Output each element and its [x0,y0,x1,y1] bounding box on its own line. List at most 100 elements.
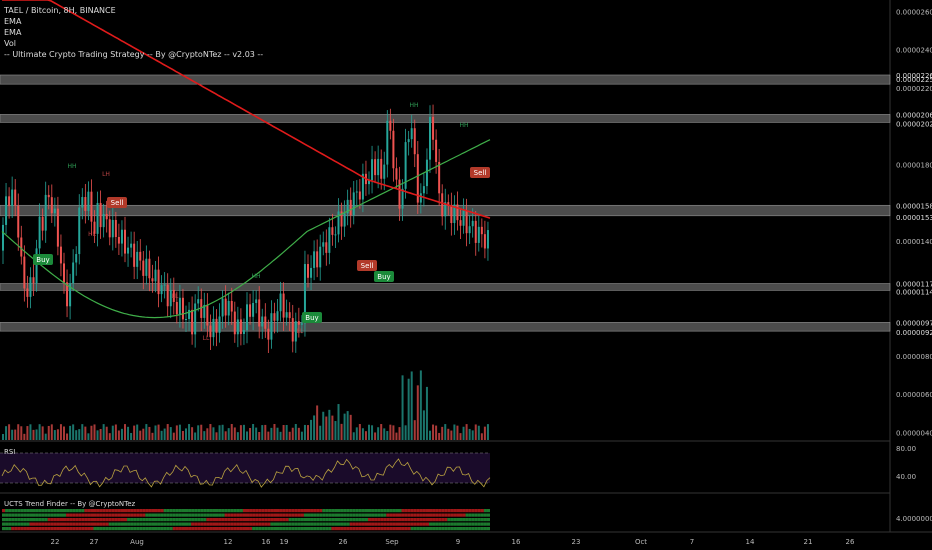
candle-body [340,211,343,227]
trend-cell [361,527,365,531]
volume-bar [477,425,480,440]
trend-cell [11,518,15,522]
trend-cell [157,518,161,522]
trend-cell [127,522,131,526]
trend-cell [105,522,109,526]
trend-cell [310,518,314,522]
trend-cell [389,527,393,531]
volume-bar [432,424,435,440]
rsi-line [1,458,491,488]
volume-bar [133,425,136,440]
trend-cell [349,513,353,517]
trend-cell [191,513,195,517]
volume-bar [212,427,215,440]
trend-cell [273,513,277,517]
trend-cell [114,522,118,526]
trend-cell [282,518,286,522]
trend-cell [8,509,12,513]
candle-body [102,214,105,228]
candle-body [145,258,148,276]
trend-cell [401,518,405,522]
candle-body [291,318,294,342]
trend-cell [218,509,222,513]
zone-price-label: 0.00002268 [896,72,932,80]
volume-bar [358,424,361,440]
trend-cell [148,518,152,522]
trend-cell [386,509,390,513]
trend-cell [462,509,466,513]
trend-cell [313,513,317,517]
trend-cell [416,518,420,522]
trend-cell [297,522,301,526]
trend-cell [17,522,21,526]
candle-body [20,237,23,257]
trend-cell [172,513,176,517]
volume-bar [252,424,255,440]
candle-body [282,293,285,318]
volume-bar [322,411,325,440]
candle-body [172,289,175,302]
trend-cell [78,518,82,522]
trend-cell [148,527,152,531]
trend-cell [230,513,234,517]
trend-cell [358,513,362,517]
time-tick-label: 23 [572,538,581,546]
trend-cell [142,522,146,526]
volume-bar [117,430,120,440]
candle-body [120,229,123,244]
trend-cell [267,527,271,531]
trend-cell [236,518,240,522]
trend-cell [66,509,70,513]
trend-cell [148,509,152,513]
trend-cell [23,518,27,522]
trend-cell [355,509,359,513]
trend-cell [319,522,323,526]
trend-cell [246,518,250,522]
trend-cell [69,518,73,522]
trend-cell [392,527,396,531]
pivot-label: LL [172,293,179,300]
trend-cell [197,518,201,522]
trend-cell [444,513,448,517]
volume-bar [11,429,14,440]
trend-cell [456,522,460,526]
trend-cell [450,518,454,522]
trend-cell [93,518,97,522]
trend-cell [364,509,368,513]
volume-bar [2,434,4,440]
trend-cell [270,509,274,513]
volume-bar [181,430,184,440]
candle-body [371,159,374,181]
candle-body [300,323,303,325]
candle-body [288,312,291,319]
trend-cell [35,522,39,526]
trend-cell [29,513,33,517]
trend-cell [328,522,332,526]
trend-cell [81,527,85,531]
signal-sell-marker [470,167,490,178]
candle-body [450,206,453,224]
trend-cell [136,513,140,517]
trend-cell [218,518,222,522]
volume-bar [468,428,471,440]
trend-cell [81,509,85,513]
trend-cell [343,513,347,517]
trend-cell [154,522,158,526]
candle-body [368,180,370,185]
trend-cell [471,513,475,517]
trend-cell [44,522,48,526]
candle-body [114,219,117,238]
candle-body [127,247,130,254]
trend-cell [441,509,445,513]
trend-cell [142,518,146,522]
trend-cell [480,522,484,526]
trend-cell [133,527,137,531]
trend-cell [47,509,51,513]
trend-cell [26,522,30,526]
candle-body [383,164,386,179]
zone-price-label: 0.00000929 [896,329,932,337]
trend-cell [294,509,298,513]
trend-cell [227,518,231,522]
candle-body [8,196,11,207]
